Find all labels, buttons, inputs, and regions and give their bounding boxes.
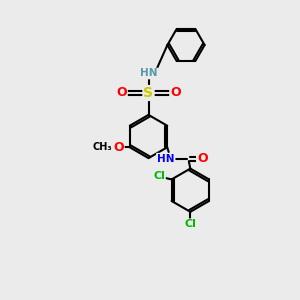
Text: S: S (143, 86, 154, 100)
Text: CH₃: CH₃ (93, 142, 112, 152)
Text: HN: HN (157, 154, 175, 164)
Text: Cl: Cl (184, 219, 196, 230)
Text: Cl: Cl (153, 171, 165, 182)
Text: O: O (197, 152, 208, 165)
Text: HN: HN (140, 68, 157, 79)
Text: O: O (113, 141, 124, 154)
Text: O: O (170, 86, 181, 100)
Text: O: O (116, 86, 127, 100)
